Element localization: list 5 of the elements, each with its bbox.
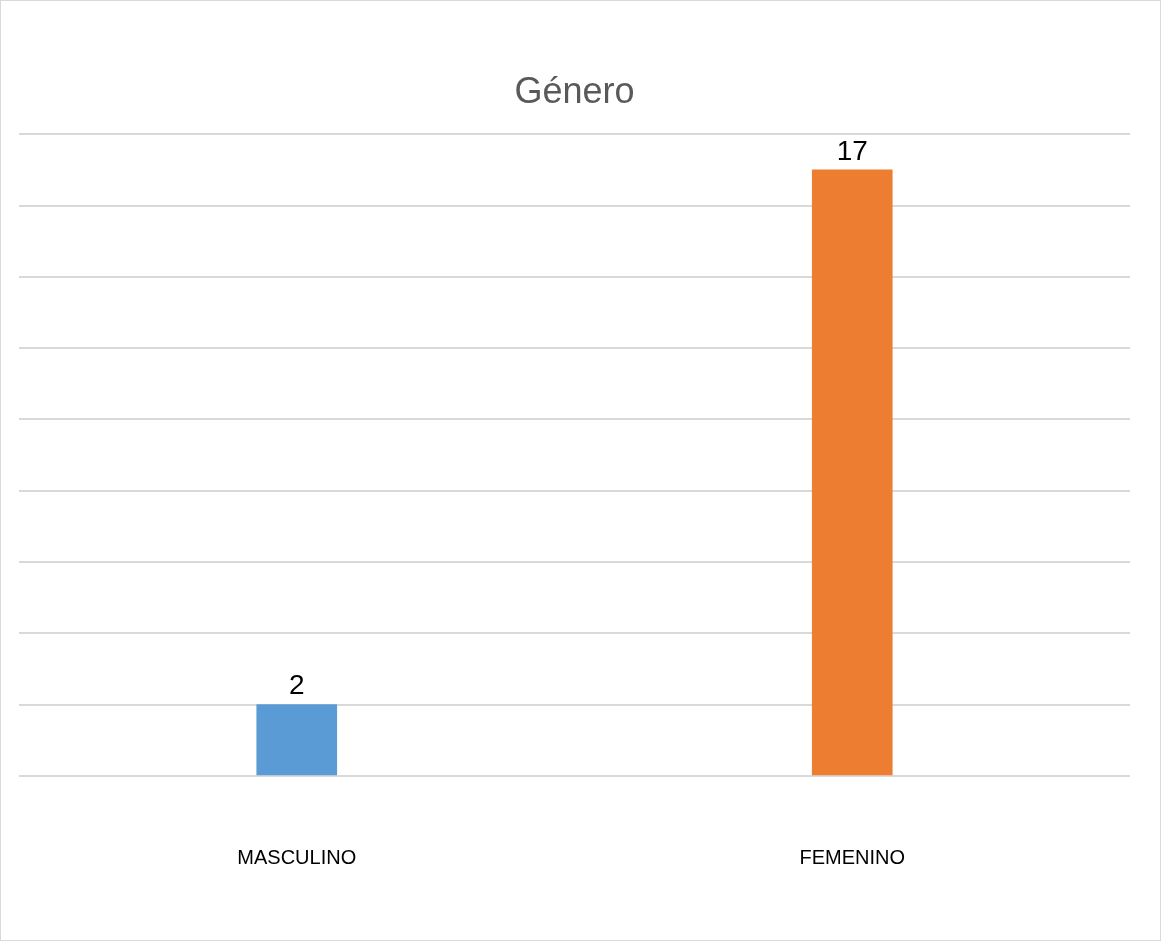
data-label: 2 xyxy=(288,669,305,701)
x-tick-label: FEMENINO xyxy=(799,845,906,868)
data-label: 17 xyxy=(836,134,868,166)
x-tick-label: MASCULINO xyxy=(237,845,357,868)
chart-title: Género xyxy=(514,69,635,111)
